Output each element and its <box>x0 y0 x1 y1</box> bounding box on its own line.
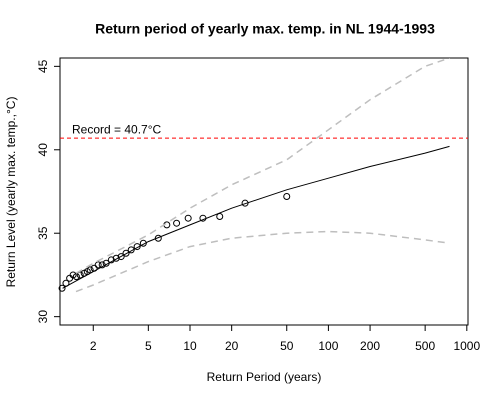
data-point <box>112 254 120 262</box>
y-axis-label: Return Level (yearly max. temp.,°C) <box>4 97 18 288</box>
x-tick-label: 500 <box>415 339 435 353</box>
data-point <box>154 234 162 242</box>
data-point <box>66 274 74 282</box>
fit-line <box>62 145 450 289</box>
data-point <box>117 253 125 261</box>
x-tick-label: 50 <box>280 339 294 353</box>
confidence-band <box>75 230 450 293</box>
record-label: Record = 40.7°C <box>72 122 162 136</box>
y-tick-label: 30 <box>36 310 50 324</box>
x-tick-label: 1000 <box>453 339 480 353</box>
x-tick-label: 10 <box>183 339 197 353</box>
plot-box <box>59 57 469 326</box>
x-tick-label: 200 <box>360 339 380 353</box>
data-point <box>122 249 130 257</box>
x-tick-label: 2 <box>90 339 97 353</box>
data-point <box>76 271 84 279</box>
y-tick-label: 35 <box>36 226 50 240</box>
data-point <box>283 193 291 201</box>
confidence-band <box>75 58 450 274</box>
data-point <box>216 213 224 221</box>
y-tick-label: 45 <box>36 59 50 73</box>
data-point <box>173 219 181 227</box>
data-point <box>184 214 192 222</box>
x-tick-label: 100 <box>318 339 338 353</box>
data-point <box>69 271 77 279</box>
data-point <box>94 261 102 269</box>
y-tick-label: 40 <box>36 143 50 157</box>
x-axis-label: Return Period (years) <box>207 370 322 384</box>
data-point <box>58 284 66 292</box>
x-tick-label: 20 <box>225 339 239 353</box>
x-tick-label: 5 <box>145 339 152 353</box>
chart-title: Return period of yearly max. temp. in NL… <box>95 21 435 37</box>
data-point <box>127 246 135 254</box>
